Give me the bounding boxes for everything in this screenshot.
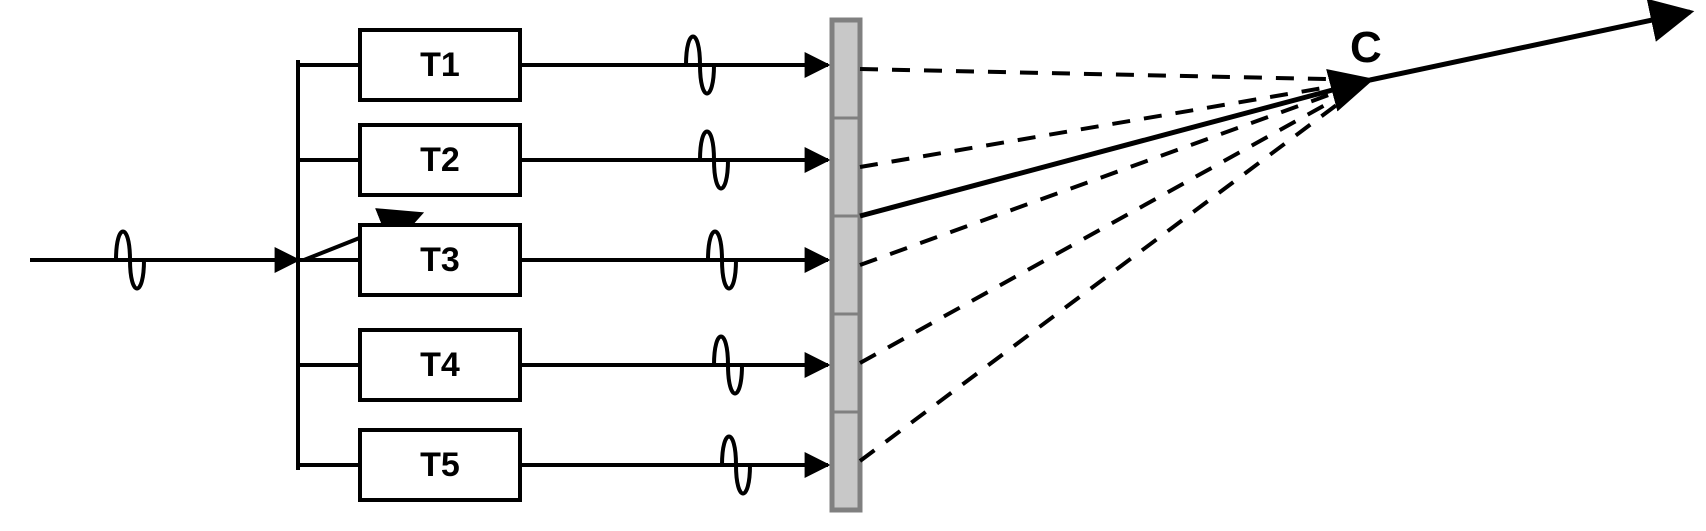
transducer-array [832, 20, 860, 510]
output-beam-arrow [1370, 12, 1690, 80]
focus-point-label: C [1350, 23, 1382, 72]
delay-box-t4-label: T4 [420, 346, 460, 384]
ray-1 [860, 69, 1370, 80]
delay-box-t2-label: T2 [420, 141, 460, 179]
delay-box-t5-label: T5 [420, 446, 460, 484]
ray-5 [860, 80, 1370, 461]
focused-beam-arrow [860, 80, 1370, 216]
delay-box-t3-label: T3 [420, 241, 460, 279]
delay-box-t1-label: T1 [420, 46, 460, 84]
ray-3 [860, 80, 1370, 265]
